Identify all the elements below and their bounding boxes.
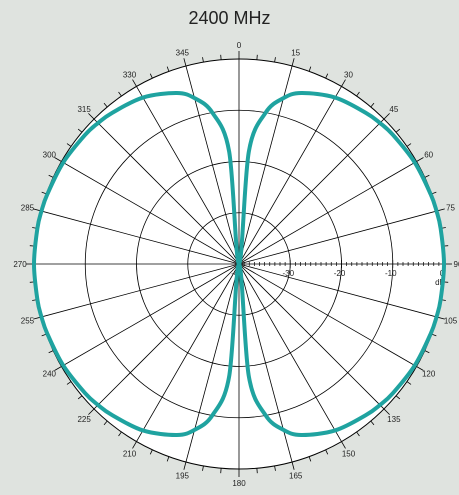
rim-tick [416, 366, 424, 371]
rim-tick [88, 408, 95, 415]
rim-tick [308, 66, 312, 72]
rim-tick [325, 73, 329, 79]
angle-label: 60 [424, 151, 433, 160]
radial-tick-label: -20 [334, 269, 346, 278]
grid-spoke [238, 161, 417, 265]
grid-spoke [238, 263, 417, 367]
rim-tick [308, 456, 312, 462]
grid-spoke [136, 263, 240, 442]
angle-label: 330 [123, 70, 137, 79]
rim-tick [325, 449, 329, 455]
rim-tick [183, 461, 187, 470]
radial-unit-label: dB [435, 278, 445, 287]
grid-spoke [93, 263, 240, 410]
angle-label: 195 [176, 472, 190, 481]
rim-tick [77, 395, 83, 400]
rim-tick [383, 408, 390, 415]
rim-tick [291, 58, 295, 67]
rim-tick [132, 79, 137, 87]
radial-tick-label: -10 [385, 269, 397, 278]
rim-tick [149, 449, 153, 455]
angle-label: 345 [176, 48, 190, 57]
rim-tick [103, 420, 108, 426]
rim-tick [103, 102, 108, 108]
grid-spoke [61, 161, 240, 265]
angle-label: 270 [13, 260, 27, 269]
rim-tick [54, 157, 62, 162]
rim-tick [54, 366, 62, 371]
grid-spoke [40, 263, 240, 318]
rim-tick [88, 113, 95, 120]
grid-spoke [61, 263, 240, 367]
rim-tick [424, 350, 430, 354]
rim-tick [66, 143, 72, 147]
angle-label: 15 [291, 48, 300, 57]
rim-tick [395, 395, 401, 400]
angle-label: 135 [387, 415, 401, 424]
grid-spoke [93, 118, 240, 265]
angle-label: 105 [444, 317, 458, 326]
angle-label: 75 [446, 203, 455, 212]
rim-tick [370, 420, 375, 426]
rim-tick [356, 431, 360, 437]
rim-tick [383, 113, 390, 120]
rim-tick [77, 128, 83, 133]
rim-tick [118, 431, 122, 437]
rim-tick [183, 58, 187, 67]
rim-tick [291, 461, 295, 470]
pattern-series-line [32, 91, 446, 437]
rim-tick [274, 57, 276, 63]
rim-tick [356, 91, 360, 97]
grid-spoke [238, 263, 438, 318]
chart-title: 2400 MHz [188, 8, 271, 28]
rim-tick [341, 441, 346, 449]
angle-label: 165 [289, 472, 303, 481]
angle-label: 210 [123, 450, 137, 459]
angle-label: 255 [21, 317, 35, 326]
angle-label: 45 [389, 105, 398, 114]
grid-spoke [238, 118, 385, 265]
angle-label: 240 [43, 370, 57, 379]
rim-tick [424, 174, 430, 178]
rim-tick [48, 350, 54, 354]
angle-label: 285 [21, 203, 35, 212]
angle-label: 120 [422, 370, 436, 379]
rim-tick [202, 465, 204, 471]
rim-tick [202, 57, 204, 63]
angle-label: 30 [344, 70, 353, 79]
rim-tick [406, 381, 412, 385]
rim-tick [370, 102, 375, 108]
angle-label: 150 [342, 450, 356, 459]
rim-tick [274, 465, 276, 471]
rim-tick [406, 143, 412, 147]
rim-tick [66, 381, 72, 385]
angle-label: 0 [237, 41, 242, 50]
grid-spoke [40, 210, 240, 265]
grid-spoke [238, 86, 342, 265]
radial-tick-label: -30 [282, 269, 294, 278]
angle-label: 180 [232, 479, 246, 488]
grid-spoke [136, 86, 240, 265]
grid-spoke [238, 210, 438, 265]
rim-tick [395, 128, 401, 133]
rim-tick [341, 79, 346, 87]
rim-tick [48, 174, 54, 178]
rim-tick [132, 441, 137, 449]
angle-label: 300 [43, 151, 57, 160]
angle-label: 315 [77, 105, 91, 114]
rim-tick [149, 73, 153, 79]
angle-label: 90 [454, 260, 459, 269]
rim-tick [118, 91, 122, 97]
angle-label: 225 [77, 415, 91, 424]
grid-spoke [238, 263, 342, 442]
rim-tick [416, 157, 424, 162]
grid-spoke [238, 263, 385, 410]
rim-tick [166, 66, 170, 72]
rim-tick [166, 456, 170, 462]
